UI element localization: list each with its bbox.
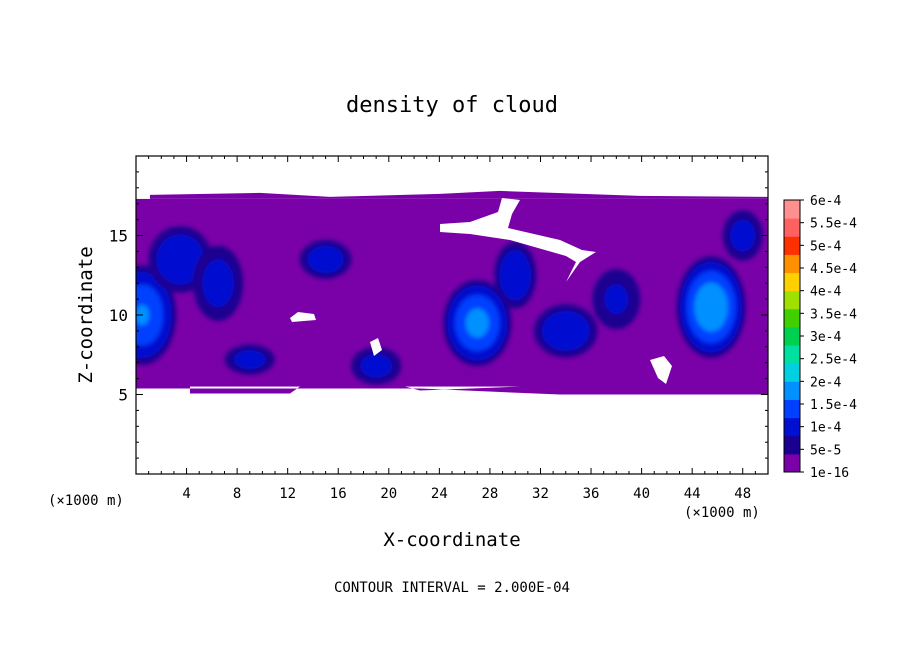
colorbar-swatch: [784, 326, 800, 346]
y-axis-label: Z-coordinate: [75, 246, 97, 383]
colorbar-label: 3.5e-4: [810, 307, 857, 322]
x-tick-label: 24: [431, 486, 448, 502]
density-blob: [136, 284, 164, 346]
x-tick-labels: 4 8 12 16 20 24 28 32 36 40 44 48: [182, 486, 751, 502]
colorbar-label: 1e-16: [810, 466, 849, 481]
colorbar-swatch: [784, 345, 800, 364]
density-blob: [694, 282, 728, 332]
colorbar-label: 5.5e-4: [810, 217, 857, 232]
colorbar-label: 1e-4: [810, 421, 841, 436]
colorbar-swatch: [784, 399, 800, 419]
density-blob: [499, 250, 532, 301]
colorbar-label: 2e-4: [810, 375, 841, 390]
colorbar-swatch: [784, 417, 800, 437]
x-tick-label: 28: [481, 486, 498, 502]
colorbar-swatch: [784, 381, 800, 400]
density-blob: [465, 308, 489, 338]
colorbar-label: 1.5e-4: [810, 398, 857, 413]
cloud-free-gap: [440, 198, 596, 282]
x-tick-label: 44: [684, 486, 701, 502]
colorbar-swatch: [784, 453, 800, 473]
colorbar-swatch: [784, 435, 800, 455]
colorbar-swatch: [784, 272, 800, 292]
y-tick-label: 10: [109, 306, 128, 325]
colorbar-label: 5e-4: [810, 239, 841, 254]
x-tick-label: 16: [330, 486, 347, 502]
cloud-free-gap: [370, 338, 382, 356]
y-tick-labels: 5 10 15: [109, 227, 128, 405]
colorbar-label: 2.5e-4: [810, 353, 857, 368]
density-blob: [233, 349, 266, 370]
density-blob: [730, 219, 756, 252]
cloud-free-gap: [290, 312, 316, 322]
x-tick-label: 8: [233, 486, 241, 502]
cloud-top-edge: [150, 190, 768, 199]
x-tick-label: 36: [583, 486, 600, 502]
x-unit-left: (×1000 m): [48, 493, 124, 509]
x-tick-label: 12: [279, 486, 296, 502]
density-field: [136, 190, 768, 395]
density-blob: [307, 245, 344, 274]
colorbar-swatch: [784, 236, 800, 255]
colorbar-label: 3e-4: [810, 330, 841, 345]
y-tick-label: 5: [118, 386, 128, 405]
colorbar-swatch: [784, 254, 800, 274]
colorbar-label: 4e-4: [810, 285, 841, 300]
cloud-free-gap: [650, 356, 672, 384]
y-tick-label: 15: [109, 227, 128, 246]
colorbar-label: 4.5e-4: [810, 262, 857, 277]
density-blob: [604, 284, 629, 315]
contour-interval-footer: CONTOUR INTERVAL = 2.000E-04: [334, 580, 570, 596]
colorbar-label: 6e-4: [810, 194, 841, 209]
colorbar-label: 5e-5: [810, 443, 841, 458]
plot-area: [135, 155, 769, 475]
cloud-base-edge: [136, 382, 768, 395]
density-blob: [541, 310, 590, 352]
axis-ticks: [136, 156, 768, 474]
x-tick-label: 4: [182, 486, 190, 502]
density-blob: [202, 259, 234, 308]
colorbar: 1e-16 5e-5 1e-4 1.5e-4 2e-4 2.5e-4 3e-4 3.5e-4 4…: [783, 194, 857, 481]
density-blob: [360, 353, 392, 378]
x-tick-label: 48: [734, 486, 751, 502]
colorbar-swatch: [784, 200, 800, 219]
colorbar-swatch: [784, 308, 800, 328]
density-blobs: [136, 210, 763, 385]
colorbar-swatch: [784, 290, 800, 310]
x-tick-label: 20: [380, 486, 397, 502]
colorbar-swatch: [784, 218, 800, 237]
x-tick-label: 40: [633, 486, 650, 502]
colorbar-swatch: [784, 363, 800, 382]
density-blob: [156, 234, 205, 285]
chart-title: density of cloud: [346, 93, 558, 118]
x-axis-label: X-coordinate: [383, 529, 520, 551]
x-tick-label: 32: [532, 486, 549, 502]
x-unit-right: (×1000 m): [684, 505, 760, 521]
